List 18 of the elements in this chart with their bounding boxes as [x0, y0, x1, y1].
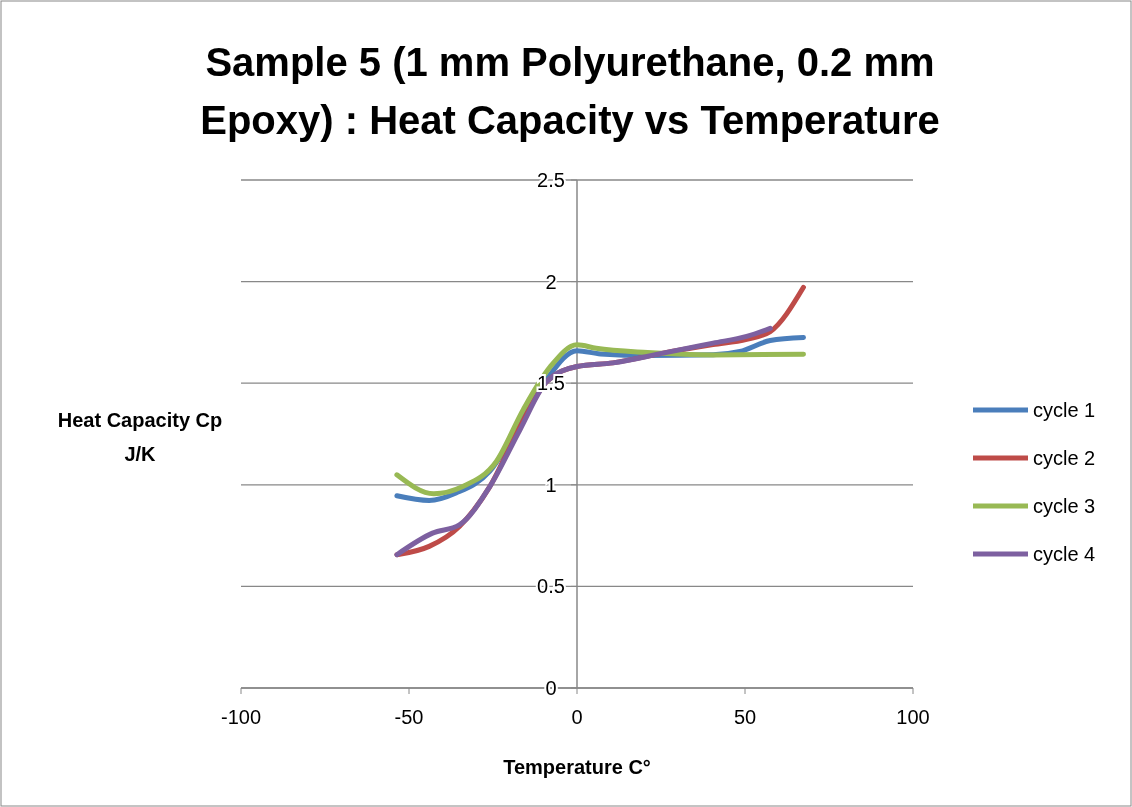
legend-label: cycle 1 — [1033, 399, 1096, 421]
x-tick-label: 50 — [733, 706, 757, 728]
y-axis-title: Heat Capacity Cp J/K — [57, 409, 223, 465]
y-tick-label: 1.5 — [537, 372, 565, 395]
chart-title: Sample 5 (1 mm Polyurethane, 0.2 mm Epoxy) : Heat Capacity vs Temperature — [200, 40, 940, 142]
x-tick-label: 0 — [571, 706, 583, 728]
x-axis-title: Temperature C° — [503, 756, 651, 778]
y-tick-label: 0 — [545, 677, 557, 699]
legend-label: cycle 2 — [1033, 447, 1096, 469]
y-tick-label: 0.5 — [537, 575, 565, 598]
y-tick-label: 2 — [545, 270, 557, 293]
x-tick-label: 100 — [896, 706, 930, 728]
x-tick-label: -50 — [394, 706, 424, 728]
y-tick-label: 1 — [545, 473, 557, 496]
x-tick-label: -100 — [220, 706, 262, 728]
y-tick-label: 2.5 — [537, 169, 565, 191]
legend-label: cycle 3 — [1033, 495, 1096, 517]
legend-label: cycle 4 — [1033, 543, 1096, 565]
